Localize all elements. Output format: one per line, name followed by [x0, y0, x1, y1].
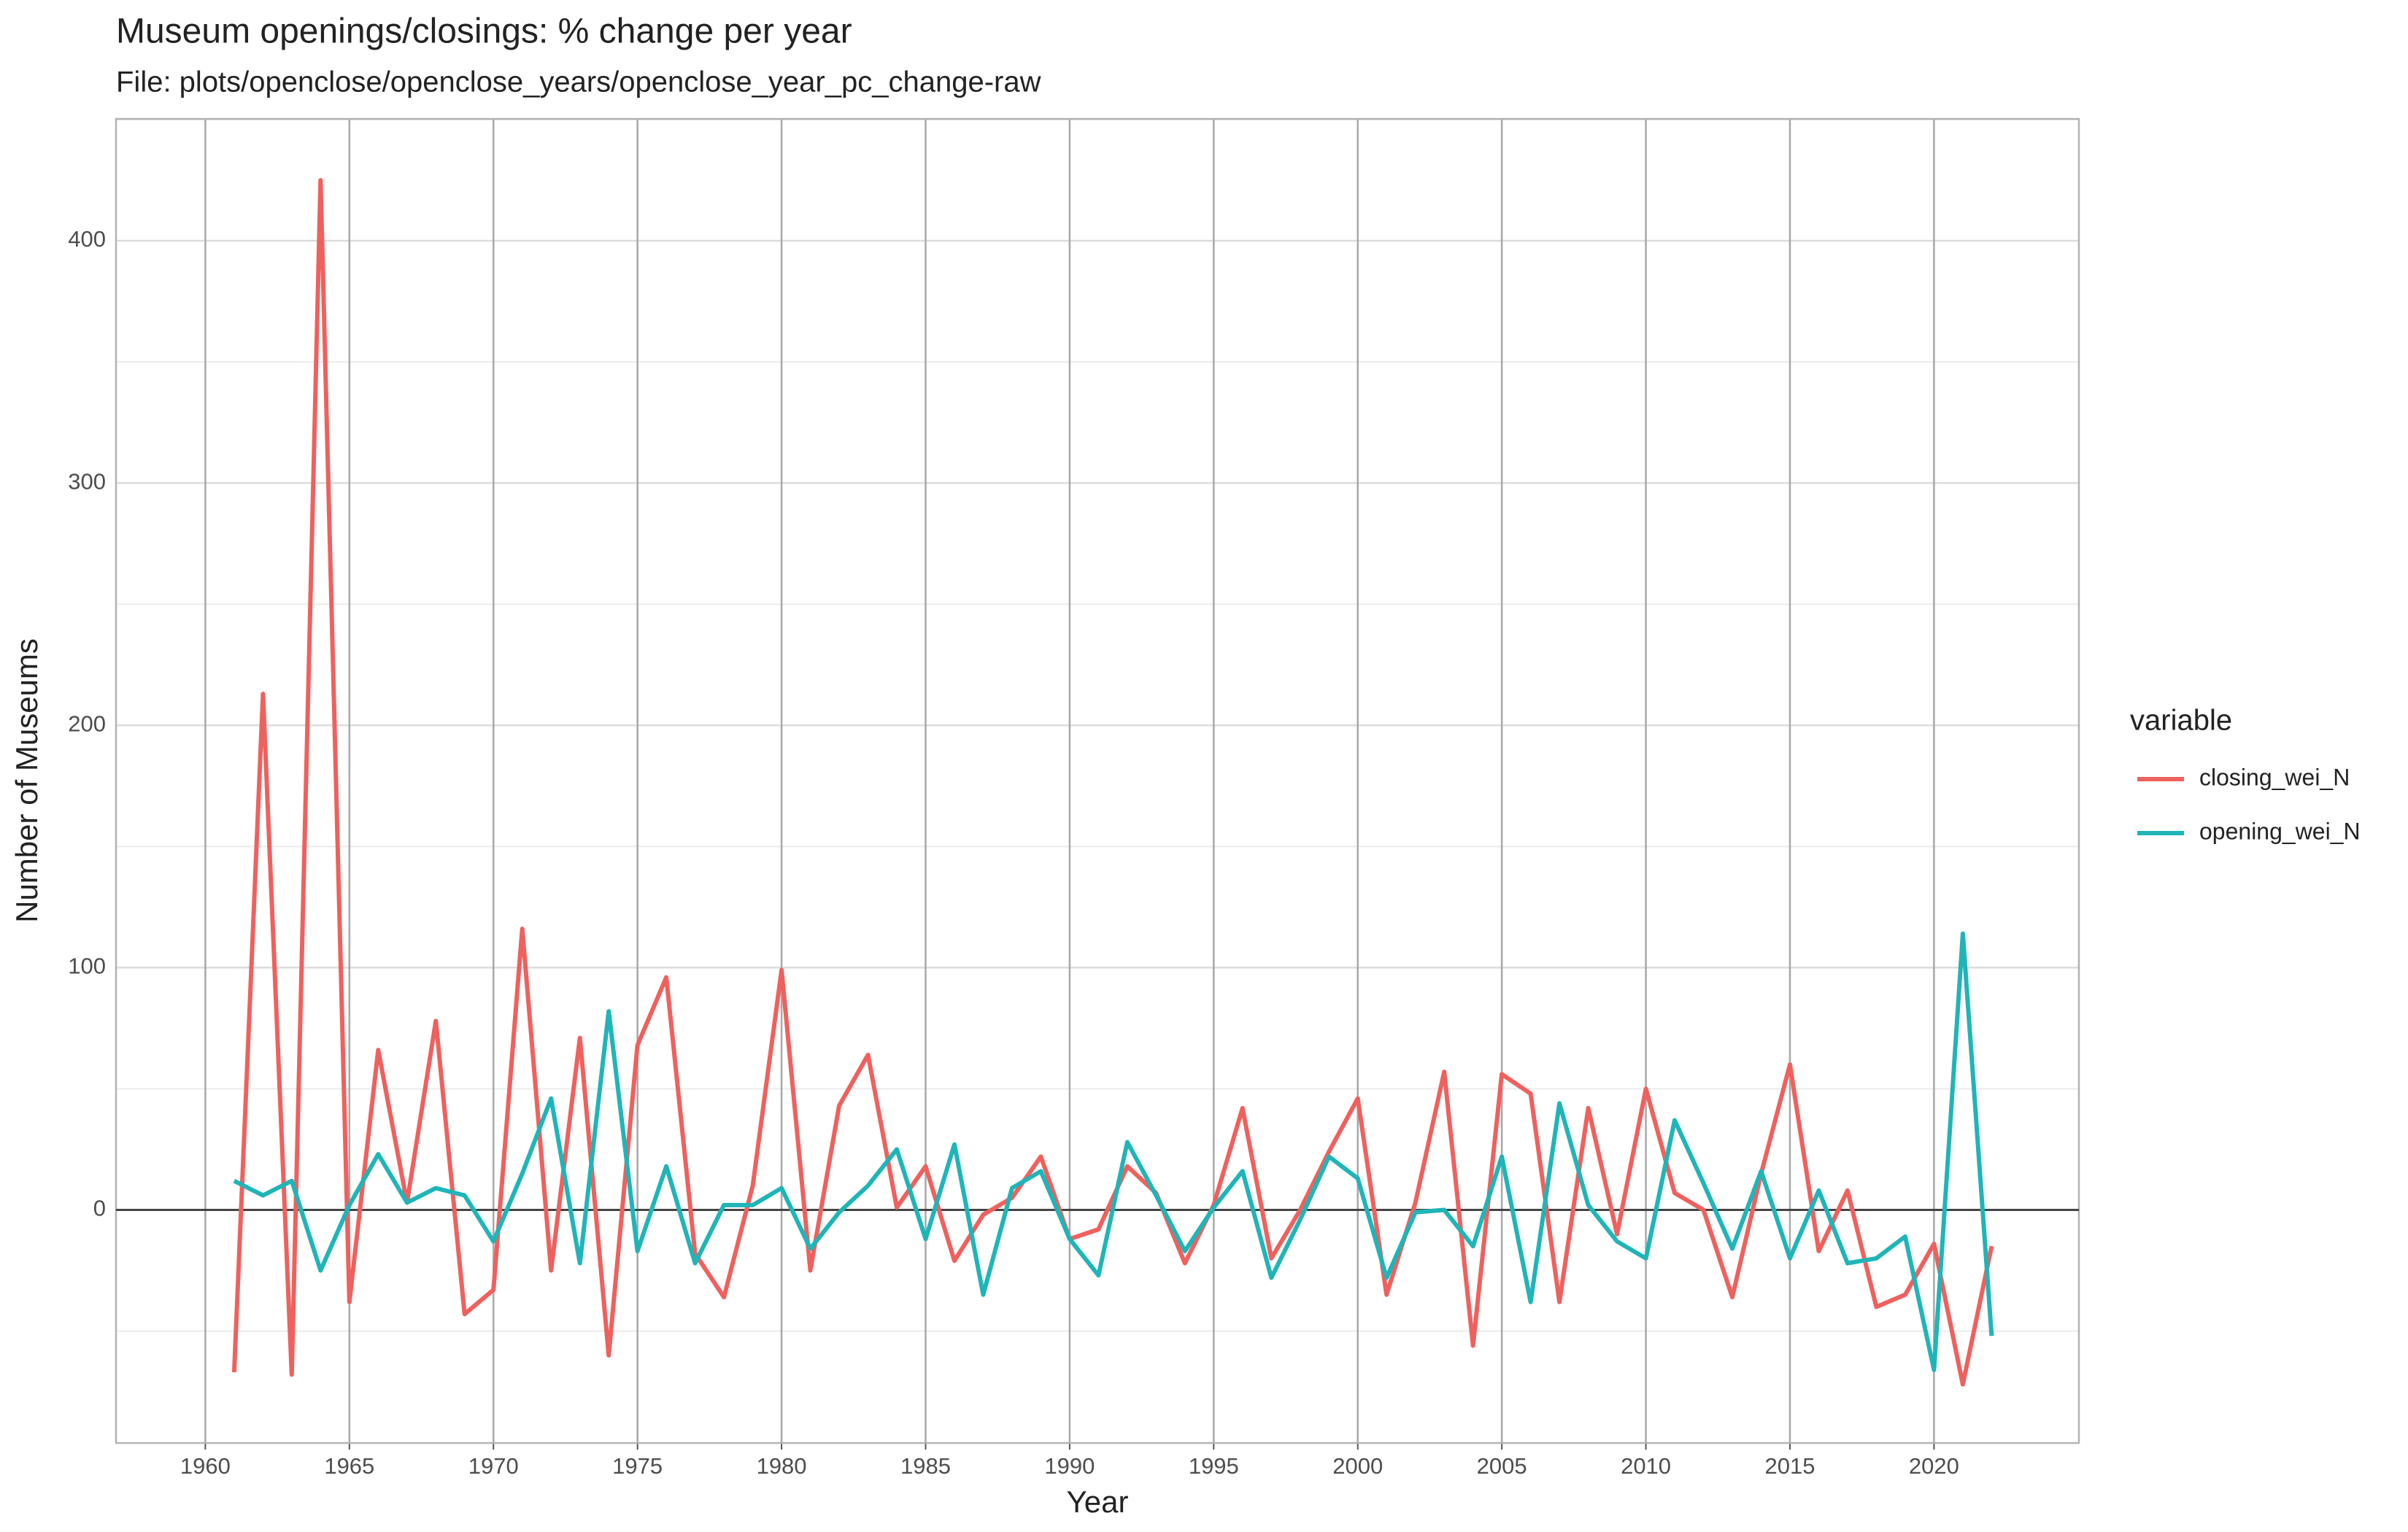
plot-border — [115, 117, 2080, 1444]
x-tick-label: 1985 — [900, 1453, 951, 1479]
x-tick-label: 2010 — [1621, 1453, 1671, 1479]
legend-title: variable — [2130, 705, 2232, 737]
x-axis-label: Year — [1067, 1485, 1129, 1519]
y-tick-label: 100 — [68, 953, 106, 979]
series-line — [231, 178, 1994, 1387]
legend-label: opening_wei_N — [2199, 818, 2361, 844]
y-tick-label: 0 — [93, 1196, 106, 1221]
x-tick-label: 1995 — [1189, 1453, 1239, 1479]
legend-label: closing_wei_N — [2199, 764, 2350, 790]
x-tick-label: 2005 — [1477, 1453, 1527, 1479]
x-tick-label: 1975 — [612, 1453, 663, 1479]
y-tick-label: 400 — [68, 226, 106, 252]
x-tick-label: 2015 — [1764, 1453, 1815, 1479]
y-tick-label: 300 — [68, 468, 106, 494]
x-tick-label: 1960 — [180, 1453, 231, 1479]
x-tick-label: 2000 — [1332, 1453, 1383, 1479]
x-tick-label: 1970 — [468, 1453, 519, 1479]
y-axis-label: Number of Museums — [9, 638, 44, 923]
x-tick-label: 1990 — [1044, 1453, 1095, 1479]
x-tick-label: 1965 — [324, 1453, 374, 1479]
x-tick-label: 1980 — [757, 1453, 807, 1479]
series-line — [233, 931, 1994, 1372]
chart-title: Museum openings/closings: % change per y… — [116, 12, 852, 51]
y-tick-label: 200 — [68, 711, 106, 736]
chart-subtitle: File: plots/openclose/openclose_years/op… — [116, 66, 1041, 98]
x-tick-label: 2020 — [1909, 1453, 1959, 1479]
